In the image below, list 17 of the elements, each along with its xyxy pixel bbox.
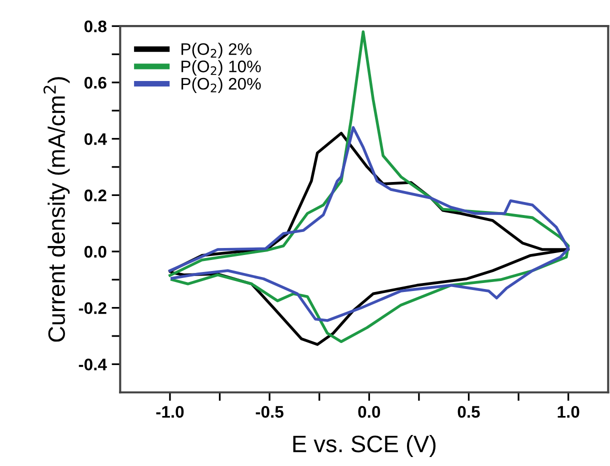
legend-label: P(O$_{2}$) 10% bbox=[182, 60, 261, 76]
x-tick-label: -1.0 bbox=[156, 406, 184, 418]
x-tick-label: 0.5 bbox=[458, 406, 480, 418]
legend-label: P(O$_{2}$) 2% bbox=[182, 42, 252, 58]
y-tick-label: 0.8 bbox=[84, 20, 106, 32]
y-tick-label: 0.0 bbox=[84, 246, 106, 258]
x-tick-label: 1.0 bbox=[558, 406, 580, 418]
y-tick-label: 0.2 bbox=[84, 190, 106, 202]
x-tick-label: -0.5 bbox=[256, 406, 284, 418]
legend-label: P(O$_{2}$) 20% bbox=[182, 77, 261, 93]
y-tick-label: 0.4 bbox=[84, 133, 107, 145]
y-tick-label: -0.2 bbox=[78, 302, 106, 314]
x-axis-title: E vs. SCE (V) bbox=[293, 434, 436, 457]
y-tick-label: 0.6 bbox=[84, 76, 106, 89]
y-axis-title: Current density (mA/cm$^{2}$) bbox=[43, 77, 70, 342]
x-tick-label: 0.0 bbox=[358, 406, 380, 418]
y-tick-label: -0.4 bbox=[78, 358, 107, 370]
